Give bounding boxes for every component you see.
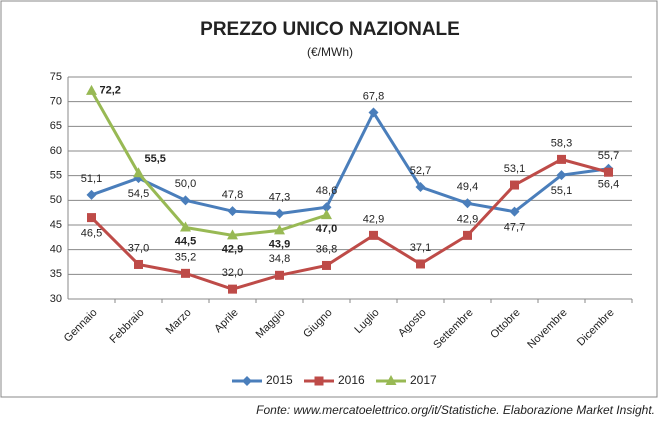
legend-label: 2016	[338, 373, 365, 387]
legend-marker	[242, 376, 252, 386]
series-line	[90, 157, 609, 291]
data-label: 32,0	[222, 267, 243, 279]
marker	[462, 198, 473, 209]
marker	[415, 182, 426, 193]
data-label: 58,3	[551, 137, 572, 149]
data-label: 46,5	[81, 228, 102, 240]
data-label: 36,8	[316, 243, 337, 255]
data-label: 67,8	[363, 90, 384, 102]
legend-marker	[314, 376, 324, 386]
data-label: 42,9	[363, 213, 384, 225]
data-label: 56,4	[598, 179, 619, 191]
series-line	[90, 90, 327, 237]
y-tick-label: 70	[50, 96, 62, 108]
marker	[369, 230, 378, 240]
marker	[321, 202, 332, 213]
y-tick-label: 60	[50, 145, 62, 157]
data-label: 47,3	[269, 192, 290, 204]
y-tick-label: 75	[50, 71, 62, 83]
marker	[87, 213, 96, 223]
marker	[181, 268, 190, 278]
marker	[228, 284, 237, 294]
source-note: Fonte: www.mercatoelettrico.org/it/Stati…	[256, 403, 655, 417]
marker	[274, 208, 285, 219]
y-tick-label: 30	[50, 293, 62, 305]
data-label: 51,1	[81, 173, 102, 185]
data-label: 55,1	[551, 185, 572, 197]
data-label: 49,4	[457, 181, 478, 193]
legend-marker	[385, 375, 397, 385]
data-label: 34,8	[269, 253, 290, 265]
data-label: 52,7	[410, 165, 431, 177]
data-label: 47,7	[504, 222, 525, 234]
data-label: 44,5	[175, 235, 196, 247]
marker	[180, 221, 191, 232]
data-label: 48,6	[316, 185, 337, 197]
data-label: 42,9	[457, 213, 478, 225]
data-label: 37,1	[410, 242, 431, 254]
marker	[227, 229, 238, 240]
marker	[227, 206, 238, 217]
y-tick-label: 35	[50, 268, 62, 280]
data-label: 53,1	[504, 163, 525, 175]
marker	[86, 189, 97, 200]
marker	[322, 260, 331, 270]
marker	[321, 209, 332, 220]
legend-label: 2015	[266, 373, 293, 387]
series-line	[90, 109, 609, 216]
data-label: 55,7	[598, 150, 619, 162]
marker	[133, 167, 144, 178]
data-label: 50,0	[175, 178, 196, 190]
y-tick-label: 50	[50, 194, 62, 206]
y-tick-label: 40	[50, 244, 62, 256]
marker	[180, 195, 191, 206]
marker	[604, 167, 613, 177]
marker	[368, 107, 379, 118]
chart-subtitle: (€/MWh)	[307, 45, 353, 59]
data-label: 55,5	[145, 153, 166, 165]
marker	[275, 270, 284, 280]
data-label: 54,5	[128, 188, 149, 200]
marker	[510, 180, 519, 190]
data-label: 47,8	[222, 189, 243, 201]
y-tick-label: 55	[50, 170, 62, 182]
marker	[274, 224, 285, 235]
chart-title: PREZZO UNICO NAZIONALE	[200, 19, 460, 40]
marker	[557, 154, 566, 164]
y-tick-label: 45	[50, 219, 62, 231]
marker	[463, 230, 472, 240]
data-label: 47,0	[316, 223, 337, 235]
marker	[134, 259, 143, 269]
marker	[556, 170, 567, 181]
data-label: 42,9	[222, 243, 243, 255]
marker	[416, 259, 425, 269]
marker	[86, 84, 97, 95]
marker	[509, 206, 520, 217]
y-tick-label: 65	[50, 120, 62, 132]
legend-label: 2017	[410, 373, 437, 387]
data-label: 43,9	[269, 238, 290, 250]
data-label: 35,2	[175, 251, 196, 263]
data-label: 37,0	[128, 242, 149, 254]
data-label: 72,2	[100, 85, 121, 97]
